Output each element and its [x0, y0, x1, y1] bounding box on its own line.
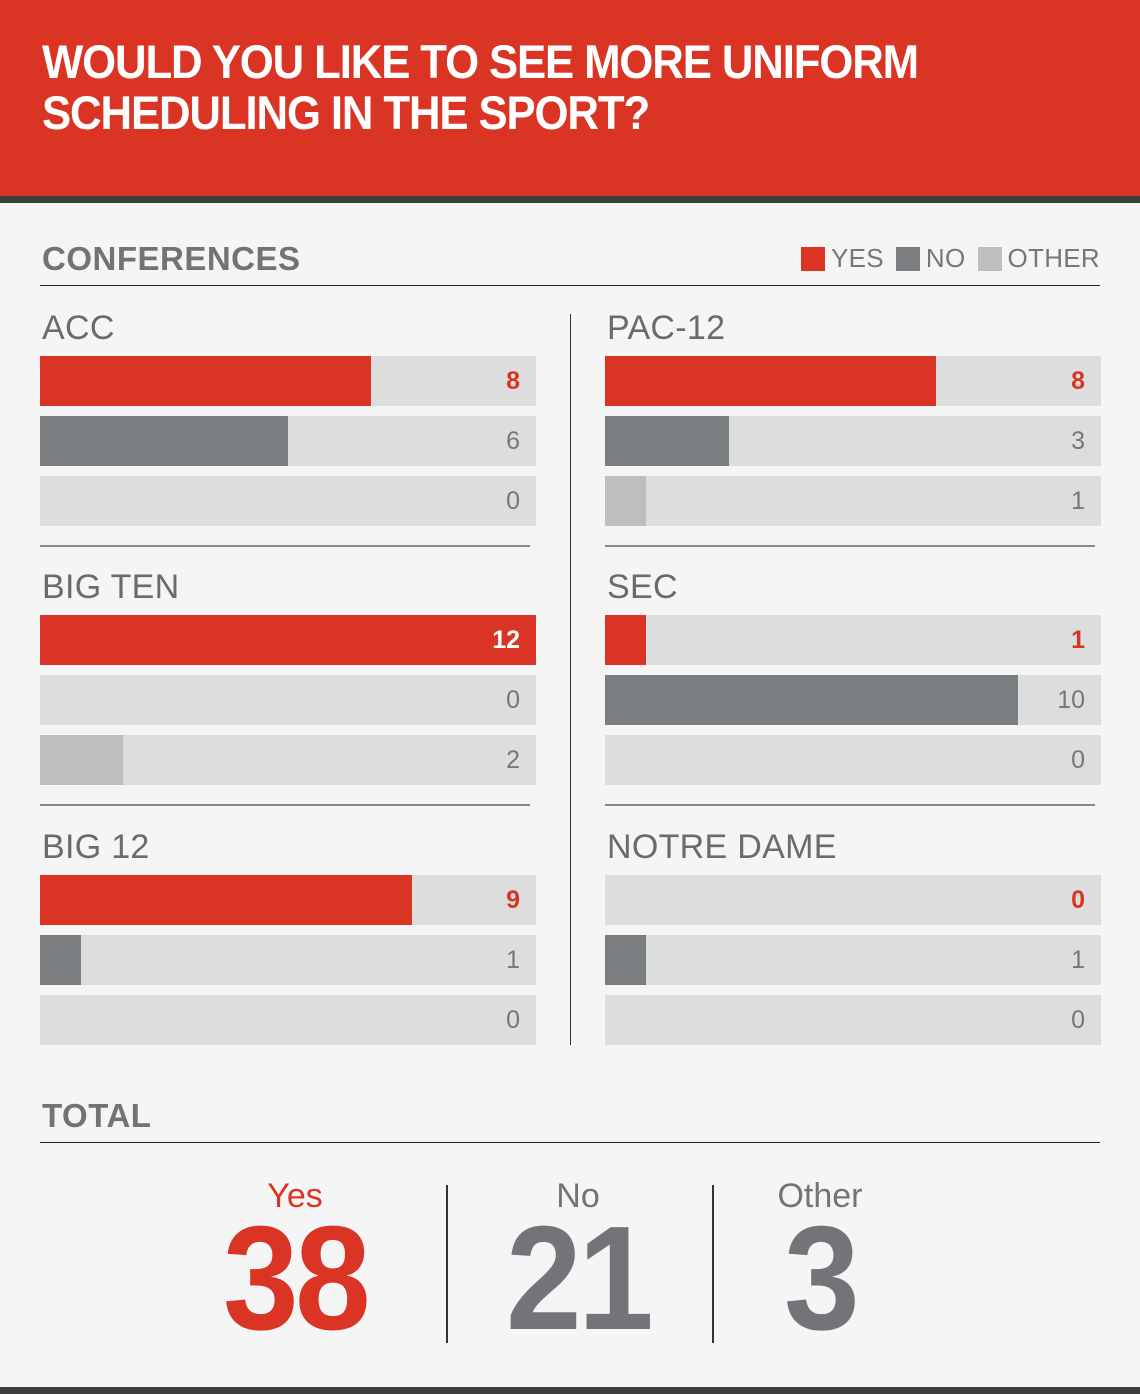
bar-other: 0 — [40, 476, 536, 526]
bar-fill-yes — [40, 356, 371, 406]
bar-other: 0 — [605, 735, 1101, 785]
bar-yes: 8 — [605, 356, 1101, 406]
conference-name: BIG 12 — [42, 828, 150, 866]
bar-value-yes: 8 — [1071, 367, 1085, 395]
bar-fill-other — [40, 735, 123, 785]
bar-fill-no — [605, 675, 1019, 725]
bar-yes: 12 — [40, 615, 536, 665]
bar-fill-no — [40, 935, 82, 985]
bar-value-other: 0 — [506, 487, 520, 515]
bar-fill-yes — [40, 875, 412, 925]
total-no-value: 21 — [505, 1196, 654, 1361]
legend-label: NO — [925, 243, 966, 273]
bar-other: 2 — [40, 735, 536, 785]
bar-no: 1 — [605, 935, 1101, 985]
bar-fill-yes — [605, 356, 936, 406]
conference-separator — [605, 545, 1095, 547]
total-no: No 21 — [478, 1177, 678, 1361]
bar-yes: 1 — [605, 615, 1101, 665]
total-heading: TOTAL — [42, 1097, 152, 1134]
page-title: WOULD YOU LIKE TO SEE MORE UNIFORM SCHED… — [42, 35, 919, 139]
bar-other: 1 — [605, 476, 1101, 526]
total-yes: Yes 38 — [190, 1177, 400, 1361]
total-yes-value: 38 — [222, 1196, 371, 1361]
conference-name: PAC-12 — [607, 309, 726, 347]
bar-value-other: 0 — [1071, 1006, 1085, 1034]
bar-yes: 0 — [605, 875, 1101, 925]
bar-value-no: 10 — [1057, 686, 1085, 714]
legend-label: YES — [830, 243, 884, 273]
footer-divider — [0, 1387, 1140, 1394]
bar-value-no: 1 — [506, 946, 520, 974]
total-divider — [446, 1185, 448, 1343]
bar-no: 0 — [40, 675, 536, 725]
bar-value-yes: 8 — [506, 367, 520, 395]
bar-value-other: 0 — [506, 1006, 520, 1034]
bar-value-no: 1 — [1071, 946, 1085, 974]
bar-fill-no — [605, 416, 729, 466]
bar-value-yes: 1 — [1071, 626, 1085, 654]
bar-value-other: 1 — [1071, 487, 1085, 515]
bar-value-yes: 0 — [1071, 886, 1085, 914]
no-swatch-icon — [895, 246, 920, 271]
conference-name: ACC — [42, 309, 115, 347]
total-other-value: 3 — [783, 1196, 860, 1361]
column-divider — [570, 314, 571, 1045]
header-divider — [0, 196, 1140, 203]
conferences-heading: CONFERENCES — [42, 240, 301, 277]
bar-value-yes: 12 — [492, 626, 520, 654]
bar-no: 6 — [40, 416, 536, 466]
conference-separator — [40, 545, 530, 547]
bar-value-other: 2 — [506, 746, 520, 774]
bar-fill-yes — [605, 615, 647, 665]
legend-item-no: NO — [895, 243, 966, 274]
conference-name: BIG TEN — [42, 568, 180, 606]
bar-no: 10 — [605, 675, 1101, 725]
bar-yes: 8 — [40, 356, 536, 406]
total-other-label: Other — [777, 1177, 863, 1215]
total-yes-label: Yes — [267, 1177, 323, 1215]
conferences-rule — [40, 285, 1100, 286]
yes-swatch-icon — [800, 246, 825, 271]
legend: YES NO OTHER — [789, 243, 1100, 274]
other-swatch-icon — [977, 246, 1002, 271]
total-divider — [712, 1185, 714, 1343]
bar-fill-no — [40, 416, 288, 466]
bar-value-no: 3 — [1071, 427, 1085, 455]
bar-no: 3 — [605, 416, 1101, 466]
bar-no: 1 — [40, 935, 536, 985]
conference-separator — [605, 804, 1095, 806]
total-rule — [40, 1142, 1100, 1143]
bar-yes: 9 — [40, 875, 536, 925]
conference-name: NOTRE DAME — [607, 828, 837, 866]
total-no-label: No — [556, 1177, 600, 1215]
conference-separator — [40, 804, 530, 806]
bar-other: 0 — [40, 995, 536, 1045]
bar-value-no: 0 — [506, 686, 520, 714]
bar-value-other: 0 — [1071, 746, 1085, 774]
bar-fill-other — [605, 476, 647, 526]
legend-item-yes: YES — [800, 243, 884, 274]
bar-value-no: 6 — [506, 427, 520, 455]
bar-fill-yes — [40, 615, 536, 665]
conference-name: SEC — [607, 568, 678, 606]
bar-fill-no — [605, 935, 647, 985]
total-other: Other 3 — [745, 1177, 895, 1361]
header-banner: WOULD YOU LIKE TO SEE MORE UNIFORM SCHED… — [0, 0, 1140, 196]
bar-other: 0 — [605, 995, 1101, 1045]
legend-label: OTHER — [1007, 243, 1100, 273]
legend-item-other: OTHER — [977, 243, 1101, 274]
bar-value-yes: 9 — [506, 886, 520, 914]
